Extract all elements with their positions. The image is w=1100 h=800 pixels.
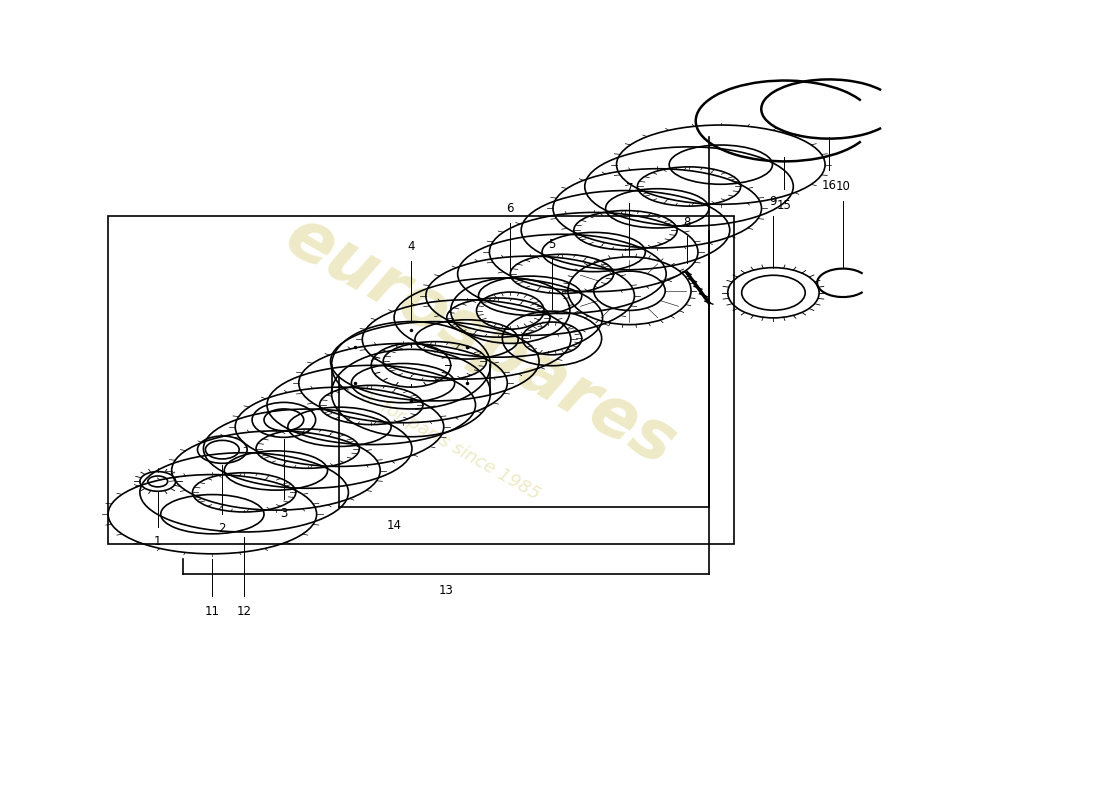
Text: 9: 9 — [770, 195, 778, 208]
Text: 15: 15 — [777, 199, 792, 212]
Text: 8: 8 — [683, 216, 691, 229]
Text: 12: 12 — [236, 606, 252, 618]
Text: 6: 6 — [506, 202, 514, 215]
Text: 4: 4 — [407, 240, 415, 253]
Text: 2: 2 — [219, 522, 225, 535]
Text: 14: 14 — [386, 519, 402, 532]
Text: eurospares: eurospares — [274, 202, 688, 479]
Text: 3: 3 — [280, 507, 287, 520]
Text: 7: 7 — [626, 182, 634, 195]
Text: 1: 1 — [154, 535, 162, 548]
Text: 13: 13 — [438, 584, 453, 597]
Text: 10: 10 — [836, 181, 850, 194]
Text: 11: 11 — [205, 606, 220, 618]
Text: 5: 5 — [548, 238, 556, 251]
Text: 16: 16 — [822, 179, 836, 193]
Text: a  for parts since 1985: a for parts since 1985 — [359, 386, 543, 503]
Bar — [108, 216, 734, 544]
